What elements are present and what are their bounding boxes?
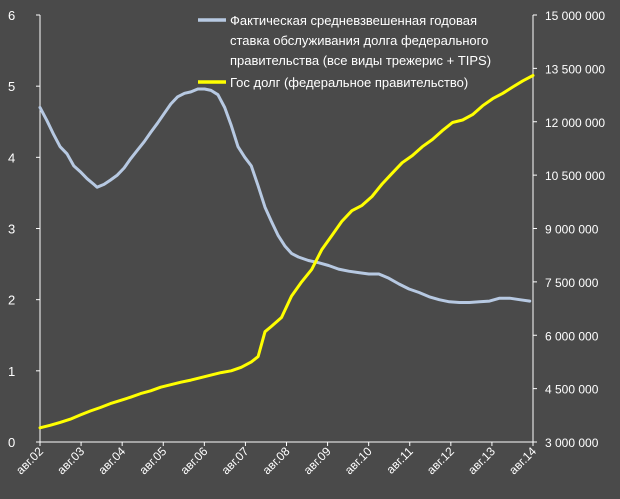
right-tick-label: 4 500 000 — [545, 383, 599, 397]
right-tick-label: 7 500 000 — [545, 276, 599, 290]
legend: Фактическая средневзвешенная годовая став… — [198, 13, 491, 90]
left-tick-label: 2 — [8, 293, 15, 308]
debt-series-line — [38, 74, 535, 430]
x-tick-label: авг.05 — [136, 444, 169, 477]
left-tick-label: 4 — [8, 150, 15, 165]
x-tick-label: авг.09 — [301, 444, 334, 477]
rate-series-line — [38, 87, 532, 304]
left-tick-label: 0 — [8, 435, 15, 450]
left-tick-label: 6 — [8, 8, 15, 23]
x-tick-label: авг.07 — [219, 444, 252, 477]
legend-label-rate: Фактическая средневзвешенная годовая став… — [230, 13, 491, 68]
x-tick-label: авг.14 — [506, 444, 539, 477]
x-tick-label: авг.08 — [260, 444, 293, 477]
x-tick-label: авг.04 — [95, 444, 128, 477]
x-tick-label: авг.02 — [13, 444, 46, 477]
right-tick-label: 6 000 000 — [545, 329, 599, 343]
x-tick-label: авг.06 — [177, 444, 210, 477]
legend-label-debt: Гос долг (федеральное правительство) — [230, 75, 468, 90]
axes — [36, 14, 537, 446]
right-tick-label: 10 500 000 — [545, 169, 605, 183]
x-tick-label: авг.03 — [54, 444, 87, 477]
right-tick-label: 15 000 000 — [545, 9, 605, 23]
right-tick-label: 12 000 000 — [545, 116, 605, 130]
x-tick-label: авг.10 — [342, 444, 375, 477]
x-tick-label: авг.13 — [465, 444, 498, 477]
right-tick-label: 3 000 000 — [545, 436, 599, 450]
right-tick-label: 9 000 000 — [545, 223, 599, 237]
right-tick-label: 13 500 000 — [545, 62, 605, 76]
left-tick-label: 3 — [8, 222, 15, 237]
x-tick-label: авг.11 — [384, 444, 417, 477]
left-tick-label: 5 — [8, 79, 15, 94]
x-tick-label: авг.12 — [424, 444, 457, 477]
left-tick-label: 1 — [8, 364, 15, 379]
series-lines — [38, 74, 535, 430]
